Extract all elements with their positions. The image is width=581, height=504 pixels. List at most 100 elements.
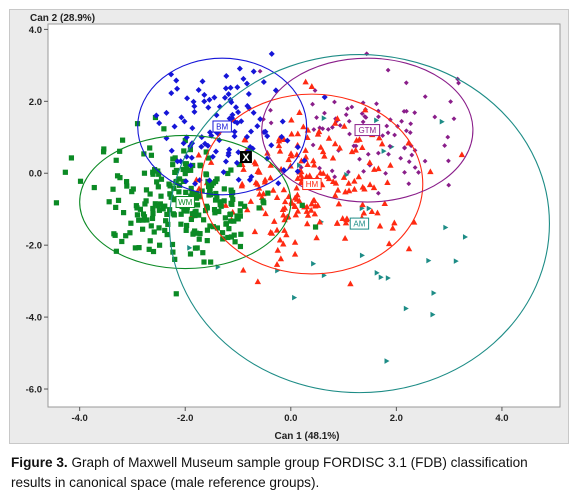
- wm-point: [117, 175, 123, 181]
- hm-point: [313, 234, 320, 241]
- wm-point: [119, 238, 125, 245]
- gtm-point: [402, 169, 407, 175]
- hm-point: [360, 209, 368, 216]
- bm-point: [260, 79, 267, 86]
- hm-point: [254, 278, 262, 285]
- hm-point: [304, 161, 311, 168]
- hm-point: [267, 229, 274, 235]
- bm-point: [211, 94, 218, 101]
- gtm-point: [310, 142, 316, 148]
- wm-point: [221, 198, 227, 204]
- y-tick-label: -6.0: [26, 385, 42, 396]
- am-point: [292, 294, 298, 301]
- wm-point: [183, 189, 189, 195]
- wm-point: [194, 202, 201, 208]
- hm-point: [370, 184, 378, 191]
- hm-point: [334, 219, 341, 226]
- wm-point: [171, 212, 177, 218]
- bm-point: [233, 159, 240, 166]
- wm-point: [203, 149, 209, 155]
- bm-point: [235, 109, 242, 116]
- hm-point: [276, 236, 284, 243]
- am-point: [426, 257, 432, 264]
- wm-point: [207, 186, 213, 192]
- wm-point: [225, 170, 231, 177]
- hm-point: [288, 116, 295, 123]
- bm-point: [206, 96, 213, 103]
- bm-point: [181, 118, 188, 125]
- bm-point: [221, 94, 228, 101]
- hm-point: [331, 140, 339, 147]
- hm-point: [294, 207, 302, 214]
- wm-point: [181, 208, 188, 214]
- hm-point: [314, 202, 321, 208]
- bm-point: [198, 134, 205, 141]
- gtm-point: [257, 68, 263, 74]
- wm-point: [183, 161, 190, 167]
- wm-point: [182, 170, 188, 177]
- bm-point: [225, 91, 232, 98]
- hm-point: [242, 136, 249, 143]
- wm-point: [184, 208, 190, 214]
- gtm-point: [311, 127, 317, 132]
- gtm-point: [456, 80, 461, 86]
- wm-point: [167, 191, 173, 197]
- hm-point: [405, 245, 413, 252]
- wm-point: [173, 178, 179, 185]
- wm-point: [201, 259, 207, 265]
- gtm-point: [384, 123, 390, 129]
- gtm-point: [442, 143, 448, 148]
- am-point: [462, 234, 468, 240]
- bm-point: [191, 103, 198, 110]
- am-point: [321, 115, 327, 121]
- wm-point: [132, 245, 138, 251]
- wm-point: [165, 221, 171, 227]
- wm-point: [113, 157, 119, 163]
- wm-point: [196, 212, 202, 218]
- wm-point: [231, 218, 237, 224]
- hm-point: [384, 179, 391, 186]
- wm-point: [203, 171, 209, 177]
- wm-point: [162, 227, 168, 234]
- hm-point: [321, 152, 328, 159]
- gtm-point: [422, 94, 428, 100]
- bm-point: [234, 84, 241, 91]
- wm-point: [77, 178, 84, 184]
- gtm-point: [343, 112, 349, 118]
- hm-point: [375, 165, 382, 172]
- wm-point: [225, 234, 231, 241]
- wm-point: [236, 161, 242, 168]
- wm-point: [206, 155, 212, 161]
- hm-point: [276, 135, 283, 142]
- am-point: [297, 162, 303, 169]
- hm-point: [240, 266, 247, 273]
- wm-point: [256, 205, 262, 211]
- gtm-point: [332, 174, 338, 180]
- bm-point: [184, 95, 191, 102]
- hm-point: [387, 162, 394, 168]
- bm-point: [188, 154, 195, 161]
- gtm-point: [385, 67, 391, 73]
- am-point: [385, 275, 391, 281]
- gtm-point: [268, 107, 273, 113]
- wm-point: [120, 210, 127, 216]
- wm-point: [155, 203, 161, 209]
- bm-point: [245, 91, 252, 98]
- bm-point: [180, 140, 187, 147]
- wm-point: [127, 230, 133, 236]
- ellipses-layer: [79, 54, 550, 394]
- hm-point: [261, 176, 269, 183]
- hm-point: [273, 226, 281, 233]
- hm-point: [280, 211, 287, 218]
- wm-point: [156, 207, 162, 213]
- gtm-point: [360, 119, 366, 125]
- wm-point: [188, 185, 194, 191]
- wm-point: [206, 192, 212, 198]
- hm-point: [314, 130, 322, 137]
- unknown-marker: [239, 151, 252, 164]
- am-label-box: [349, 217, 370, 230]
- hm-point: [356, 136, 363, 142]
- hm-point: [262, 210, 269, 217]
- bm-point: [268, 142, 275, 149]
- hm-point: [348, 148, 356, 155]
